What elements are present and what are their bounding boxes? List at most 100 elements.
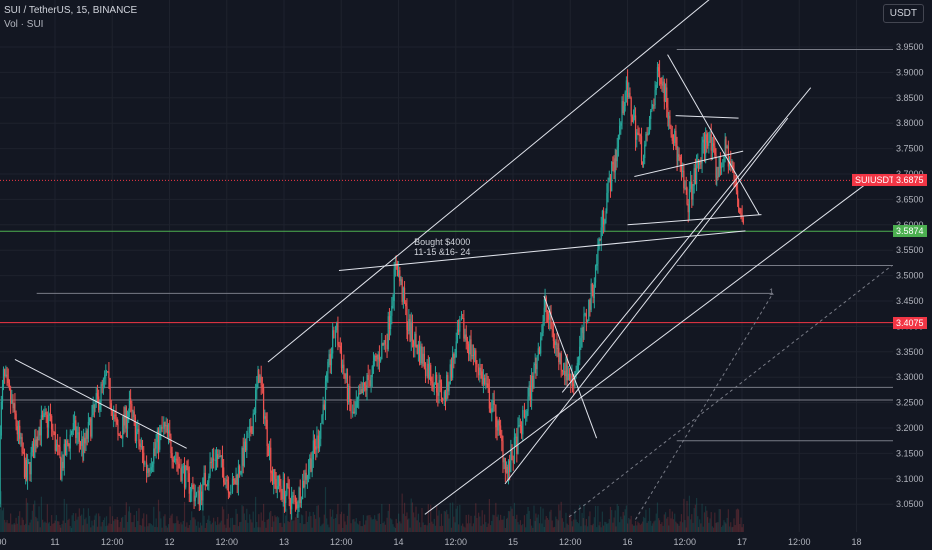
trend-lines-layer[interactable] (14, 0, 893, 520)
candle-body (489, 408, 492, 413)
candle-body (513, 437, 516, 463)
candle-body (502, 440, 504, 463)
volume-bar (697, 516, 699, 532)
candle-body (622, 101, 624, 114)
volume-bar (159, 511, 161, 532)
volume-bar (68, 518, 70, 532)
volume-bar (454, 522, 456, 532)
volume-bar (165, 525, 167, 532)
volume-bar (218, 524, 220, 532)
candle-body (102, 378, 105, 385)
candle-body (672, 140, 675, 143)
volume-bar (733, 518, 735, 532)
volume-bar (381, 504, 383, 532)
candle-body (265, 416, 267, 420)
candle-body (225, 479, 227, 485)
volume-bar (31, 510, 33, 532)
volume-bar (59, 525, 61, 532)
volume-bar (161, 527, 163, 532)
volume-bar (329, 509, 331, 532)
volume-bar (362, 515, 365, 532)
volume-bar (281, 527, 283, 532)
volume-bar (49, 525, 52, 532)
candle-body (515, 436, 517, 438)
candle-body (584, 313, 586, 315)
candle-body (15, 413, 17, 427)
volume-bar (432, 523, 434, 532)
volume-bar (409, 527, 411, 532)
volume-bar (711, 526, 714, 532)
volume-bar (137, 520, 139, 532)
volume-bar (15, 517, 17, 532)
price-tick-label: 3.1000 (896, 474, 924, 484)
candle-body (541, 332, 543, 338)
candle-body (303, 480, 305, 488)
candle-body (585, 313, 587, 322)
candle-body (321, 415, 323, 424)
volume-bar (739, 523, 741, 532)
volume-bar (431, 521, 433, 532)
candle-body (387, 316, 389, 350)
candle-body (286, 483, 288, 495)
volume-bar (392, 524, 394, 532)
candle-body (531, 375, 533, 401)
candle-body (668, 115, 670, 119)
volume-bar (55, 515, 58, 532)
candle-body (397, 270, 400, 277)
volume-bar (44, 521, 46, 532)
currency-button[interactable]: USDT (882, 4, 924, 23)
volume-bar (96, 526, 99, 532)
volume-bar (207, 519, 209, 532)
candle-body (99, 401, 101, 411)
volume-bar (2, 507, 5, 532)
candle-body (549, 311, 551, 320)
candle-body (318, 438, 321, 449)
volume-bar (182, 521, 184, 532)
volume-bar (662, 525, 664, 532)
volume-bar (600, 527, 602, 532)
candle-body (685, 187, 687, 189)
volume-bar (382, 523, 384, 532)
candle-body (632, 117, 635, 122)
candle-body (395, 263, 397, 265)
candle-body (54, 431, 56, 451)
candle-body (562, 371, 565, 373)
candle-body (194, 495, 196, 502)
candle-body (198, 490, 200, 506)
volume-bar (52, 523, 54, 532)
volume-bar (383, 521, 385, 532)
candle-body (240, 471, 242, 474)
volume-bar (292, 520, 294, 532)
volume-bar (564, 527, 566, 532)
candle-body (495, 405, 497, 428)
candle-body (442, 398, 444, 401)
candle-body (2, 369, 5, 386)
volume-bar (251, 522, 253, 532)
volume-bar (93, 519, 95, 532)
candle-body (229, 492, 231, 494)
volume-bar (458, 524, 460, 532)
volume-bar (589, 511, 591, 532)
candle-body (154, 448, 156, 450)
candle-body (723, 156, 725, 167)
volume-bar (456, 505, 459, 532)
volume-bar (707, 517, 709, 532)
candle-body (237, 466, 240, 485)
candle-body (364, 382, 366, 386)
candle-body (522, 410, 524, 435)
candle-body (733, 172, 735, 180)
volume-bar (498, 520, 501, 532)
volume-bar (85, 517, 87, 532)
volume-bar (522, 524, 524, 532)
volume-bar (241, 505, 243, 532)
volume-bar (62, 520, 64, 532)
candle-body (11, 399, 13, 404)
candle-body (430, 365, 432, 382)
candle-body (710, 134, 712, 151)
volume-bar (439, 526, 441, 532)
volume-bar (163, 516, 165, 532)
candle-body (697, 162, 699, 165)
candle-body (187, 467, 189, 474)
candle-body (70, 434, 73, 436)
